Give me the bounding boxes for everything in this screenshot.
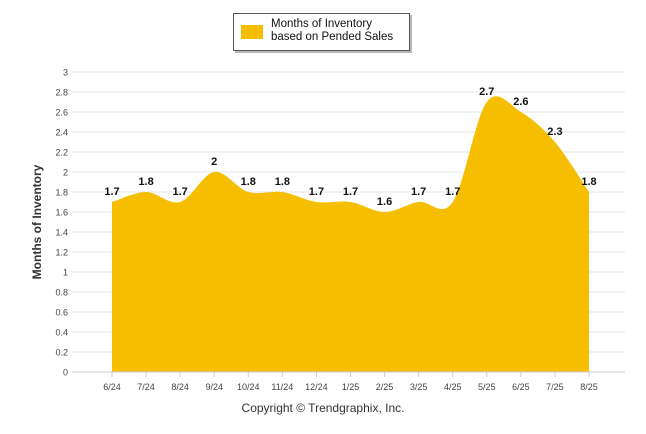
x-tick-label: 8/24 [171,382,189,392]
area-fill [112,96,589,372]
y-tick-label: 1.4 [55,228,68,238]
data-label: 1.7 [309,186,324,198]
x-tick-labels: 6/24 7/24 8/24 9/24 10/24 11/24 12/24 1/25 2/25 3… [103,382,598,392]
x-tick-label: 4/25 [444,382,462,392]
y-axis-title: Months of Inventory [30,164,44,280]
data-label: 1.7 [343,186,358,198]
data-label: 1.7 [104,186,119,198]
x-tick-label: 8/25 [580,382,598,392]
x-axis [72,371,625,377]
y-tick-label: 0.2 [55,348,68,358]
area-series [112,96,589,372]
legend: Months of Inventory based on Pended Sale… [233,13,410,51]
y-tick-label: 0 [63,368,68,378]
y-tick-label: 1 [63,268,68,278]
copyright-text: Copyright © Trendgraphix, Inc. [241,401,405,415]
data-label: 1.8 [138,176,153,188]
y-tick-label: 2.4 [55,128,68,138]
x-tick-label: 7/25 [546,382,564,392]
x-tick-label: 6/25 [512,382,530,392]
y-tick-labels: 0 0.2 0.4 0.6 0.8 1 1.2 1.4 1.6 1.8 2 2.2 2.4 2.6 2.8 3 [55,68,68,378]
data-label: 2 [211,156,217,168]
x-tick-label: 10/24 [237,382,260,392]
data-label: 1.8 [241,176,256,188]
y-tick-label: 2.6 [55,108,68,118]
legend-label: Months of Inventory based on Pended Sale… [271,18,394,43]
x-tick-label: 11/24 [271,382,293,392]
y-tick-label: 1.8 [55,188,68,198]
y-tick-label: 1.2 [55,248,68,258]
x-tick-label: 3/25 [410,382,428,392]
x-tick-label: 1/25 [342,382,360,392]
data-label: 1.8 [275,176,290,188]
x-tick-label: 7/24 [137,382,155,392]
data-label: 2.7 [479,86,494,98]
data-label: 1.6 [377,196,392,208]
x-tick-label: 9/24 [205,382,223,392]
y-tick-label: 0.4 [55,328,68,338]
data-label: 2.6 [513,96,528,108]
x-tick-label: 12/24 [305,382,328,392]
data-label: 1.7 [172,186,187,198]
data-label: 1.7 [445,186,460,198]
data-labels: 1.7 1.8 1.7 2 1.8 1.8 1.7 1.7 1.6 1.7 1.7 2.7 2.6 2.3… [104,86,596,208]
y-tick-label: 3 [63,68,68,78]
x-tick-label: 2/25 [376,382,394,392]
y-tick-label: 2 [63,168,68,178]
x-tick-label: 5/25 [478,382,496,392]
legend-swatch [241,25,263,39]
y-tick-label: 1.6 [55,208,68,218]
y-tick-label: 0.6 [55,308,68,318]
y-tick-label: 2.2 [55,148,68,158]
x-tick-label: 6/24 [103,382,121,392]
y-tick-label: 0.8 [55,288,68,298]
y-tick-label: 2.8 [55,88,68,98]
data-label: 1.8 [581,176,596,188]
data-label: 2.3 [547,126,562,138]
data-label: 1.7 [411,186,426,198]
